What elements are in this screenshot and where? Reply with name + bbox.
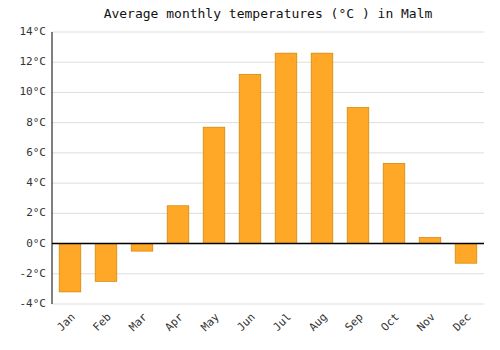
bar <box>275 53 297 243</box>
grid-line <box>52 152 484 153</box>
x-tick-label: Mar <box>127 310 151 334</box>
title: Average monthly temperatures (°C ) in Ma… <box>104 6 433 21</box>
x-tick-label: Jul <box>271 311 294 334</box>
y-tick-label: -2°C <box>20 267 47 280</box>
grid-line <box>52 122 484 123</box>
bar <box>455 244 477 264</box>
chart: -4°C -2°C 0°C 2°C 4°C 6°C 8°C 10°C 12°C 14°C Jan Fe… <box>0 0 500 350</box>
y-tick-label: 14°C <box>20 25 47 38</box>
y-tick-label: 8°C <box>26 116 46 129</box>
grid-line <box>52 243 484 244</box>
y-ticks: -4°C -2°C 0°C 2°C 4°C 6°C 8°C 10°C 12°C 14°C <box>20 25 47 310</box>
grid-line <box>52 183 484 184</box>
bar <box>203 127 225 243</box>
y-tick-label: 2°C <box>26 206 46 219</box>
x-tick-label: Feb <box>91 311 114 334</box>
y-tick-label: 0°C <box>26 237 46 250</box>
bar <box>347 108 369 244</box>
bar <box>419 238 441 244</box>
x-ticks: Jan Feb Mar Apr May Jun Jul Aug Sep Oct Nov Dec <box>55 310 474 334</box>
bar <box>131 244 153 252</box>
bar <box>239 74 261 243</box>
x-tick-label: Dec <box>451 311 474 334</box>
grid-line <box>52 32 484 33</box>
grid-line <box>52 62 484 63</box>
x-tick-label: Jun <box>235 311 258 334</box>
bar <box>167 206 189 244</box>
grid <box>52 32 484 304</box>
x-tick-label: Apr <box>163 310 187 334</box>
y-tick-label: 12°C <box>20 55 47 68</box>
y-tick-label: 10°C <box>20 85 47 98</box>
bars <box>59 53 477 292</box>
x-tick-label: Oct <box>379 311 402 334</box>
x-tick-label: Jan <box>55 311 78 334</box>
x-tick-label: Aug <box>307 311 330 334</box>
y-axis-line <box>52 32 53 304</box>
bar <box>59 244 81 292</box>
bar <box>311 53 333 243</box>
y-tick-label: -4°C <box>20 297 47 310</box>
grid-line <box>52 304 484 305</box>
x-tick-label: May <box>199 310 223 334</box>
x-tick-label: Nov <box>415 310 439 334</box>
bar <box>95 244 117 282</box>
zero-line <box>52 243 484 245</box>
chart-container: -4°C -2°C 0°C 2°C 4°C 6°C 8°C 10°C 12°C 14°C Jan Fe… <box>0 0 500 350</box>
grid-line <box>52 213 484 214</box>
y-tick-label: 6°C <box>26 146 46 159</box>
grid-line <box>52 92 484 93</box>
x-tick-label: Sep <box>343 311 366 334</box>
y-tick-label: 4°C <box>26 176 46 189</box>
bar <box>383 163 405 243</box>
